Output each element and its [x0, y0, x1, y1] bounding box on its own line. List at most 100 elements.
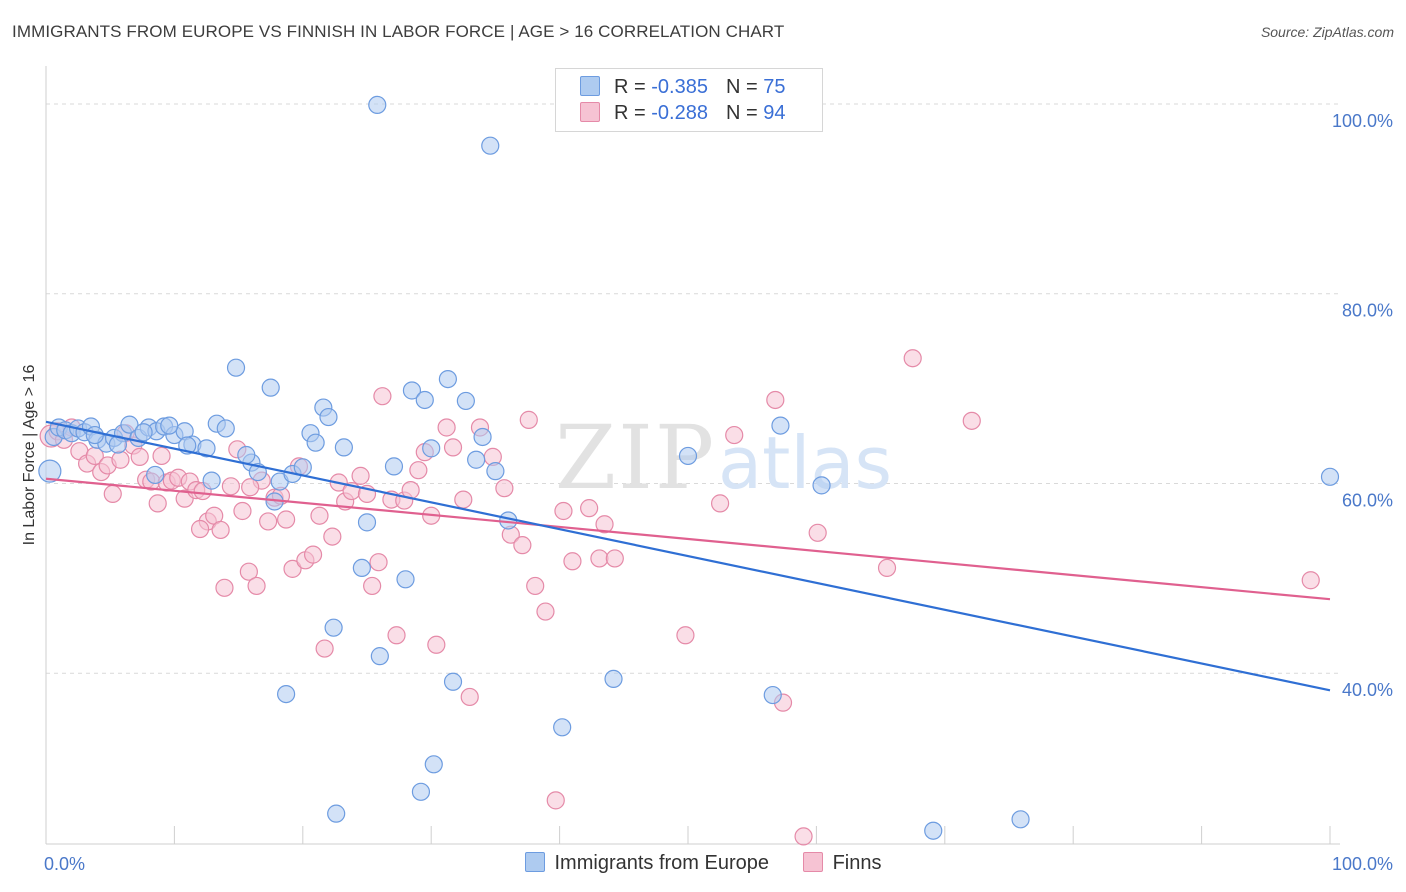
- data-point: [710, 494, 730, 513]
- chart-title: IMMIGRANTS FROM EUROPE VS FINNISH IN LAB…: [12, 22, 785, 41]
- x-tick-label: 0.0%: [44, 854, 85, 874]
- y-tick-label: 60.0%: [1342, 490, 1393, 510]
- data-point: [247, 576, 266, 596]
- data-point: [763, 685, 782, 705]
- y-tick-labels: 40.0% 60.0% 80.0% 100.0%: [1332, 111, 1393, 700]
- data-point: [812, 476, 831, 495]
- data-point: [324, 618, 343, 637]
- data-point: [160, 416, 179, 435]
- data-point: [370, 647, 389, 666]
- data-point: [146, 465, 165, 485]
- legend-swatch-blue: [524, 852, 545, 872]
- data-point: [1011, 810, 1030, 829]
- data-point: [473, 427, 492, 447]
- data-point: [437, 418, 456, 437]
- data-point: [519, 410, 538, 429]
- data-point: [85, 425, 104, 445]
- watermark-atlas: atlas: [718, 421, 892, 505]
- data-point: [283, 559, 302, 578]
- data-point: [134, 423, 153, 442]
- data-point: [237, 445, 256, 465]
- data-point: [38, 459, 62, 483]
- legend-item-finns[interactable]: Finns: [802, 852, 881, 875]
- trend-line-immigrants: [45, 420, 1331, 692]
- data-point: [233, 501, 252, 521]
- data-point: [766, 390, 785, 410]
- data-point: [676, 626, 695, 645]
- data-point: [771, 416, 790, 435]
- data-point: [808, 523, 827, 542]
- legend-row-immigrants: R = -0.385 N = 75: [580, 76, 785, 100]
- data-point: [277, 510, 296, 529]
- data-point: [563, 552, 582, 571]
- correlation-legend: R = -0.385 N = 75 R = -0.288 N = 94: [555, 68, 823, 132]
- data-point: [495, 479, 514, 498]
- data-point: [590, 549, 609, 568]
- data-point: [103, 484, 122, 503]
- data-point: [310, 506, 329, 525]
- x-tick-labels: 0.0% 100.0%: [44, 854, 1393, 874]
- data-point: [456, 391, 475, 411]
- data-point: [357, 513, 377, 532]
- data-point: [924, 821, 943, 840]
- legend-r-value: -0.288: [651, 102, 708, 124]
- data-point: [460, 687, 479, 707]
- data-point: [411, 782, 431, 801]
- trend-line-finns: [45, 477, 1331, 601]
- data-point: [443, 672, 463, 691]
- data-point: [903, 349, 922, 368]
- data-point: [454, 490, 473, 509]
- data-point: [241, 478, 260, 497]
- y-tick-label: 80.0%: [1342, 301, 1393, 321]
- data-point: [351, 466, 370, 485]
- data-point: [327, 804, 346, 823]
- data-point: [424, 755, 443, 774]
- trend-lines: [45, 420, 1331, 692]
- data-point: [513, 536, 532, 555]
- source-label: Source: ZipAtlas.com: [1260, 24, 1394, 40]
- data-point: [794, 827, 813, 846]
- data-point: [369, 553, 388, 572]
- data-point: [536, 602, 555, 621]
- data-point: [678, 446, 698, 466]
- data-point: [877, 558, 897, 578]
- data-point: [120, 415, 139, 434]
- gridlines: [46, 103, 1340, 674]
- data-point: [595, 515, 614, 534]
- data-point: [396, 570, 415, 589]
- legend-n-value: 75: [763, 76, 786, 98]
- data-point: [197, 439, 216, 458]
- data-point: [148, 494, 167, 513]
- data-point: [216, 419, 235, 438]
- series-legend: Immigrants from Europe Finns: [0, 852, 1406, 875]
- data-point: [334, 438, 353, 457]
- legend-swatch-blue: [580, 76, 600, 96]
- axes: [45, 66, 1340, 845]
- data-point: [422, 439, 441, 458]
- data-point: [221, 477, 240, 496]
- data-point: [402, 381, 422, 400]
- data-point: [415, 390, 434, 410]
- legend-row-finns: R = -0.288 N = 94: [580, 102, 785, 126]
- legend-item-immigrants[interactable]: Immigrants from Europe: [524, 852, 769, 875]
- data-point: [554, 501, 573, 521]
- data-point: [306, 433, 325, 452]
- legend-r-label: R =: [614, 102, 646, 124]
- data-point: [1320, 467, 1340, 486]
- data-point: [526, 576, 545, 596]
- data-point: [373, 387, 392, 406]
- data-point: [111, 450, 130, 469]
- legend-n-label: N =: [725, 76, 758, 98]
- data-point: [467, 450, 486, 469]
- data-point: [239, 562, 258, 581]
- data-point: [481, 136, 500, 155]
- data-point: [553, 718, 572, 737]
- legend-n-value: 94: [763, 102, 786, 124]
- data-point: [725, 425, 744, 445]
- data-point: [211, 520, 230, 540]
- data-point: [152, 446, 171, 466]
- zipatlas-watermark: ZIP atlas: [555, 406, 892, 509]
- data-point: [363, 576, 382, 596]
- data-point: [261, 378, 280, 397]
